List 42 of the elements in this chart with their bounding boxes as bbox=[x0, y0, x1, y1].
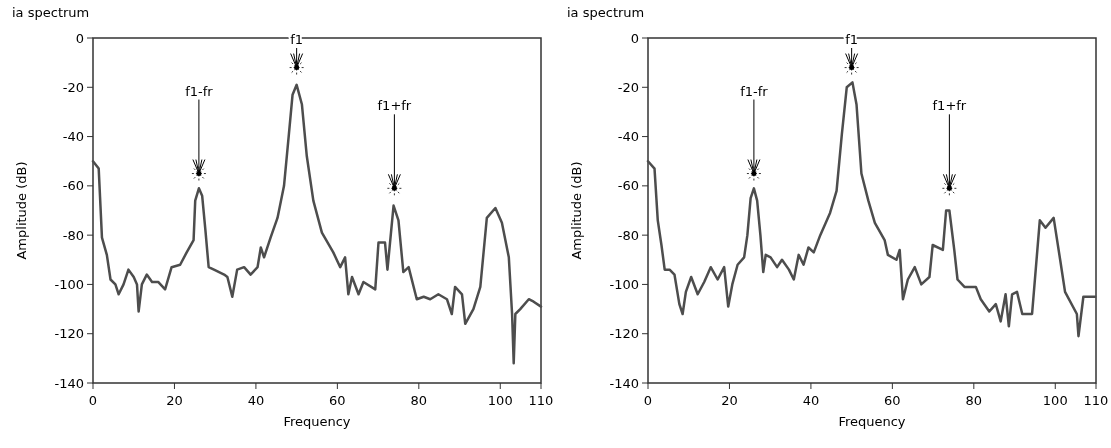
y-tick-label: -60 bbox=[617, 178, 639, 194]
x-tick-label: 100 bbox=[487, 393, 513, 408]
annotation: f1-fr bbox=[740, 83, 769, 99]
y-axis-title: Amplitude (dB) bbox=[569, 161, 584, 260]
x-tick-label: 80 bbox=[965, 393, 983, 408]
annotation: f1+fr bbox=[377, 98, 412, 114]
annotation: f1+fr bbox=[932, 98, 967, 114]
y-tick-label: -40 bbox=[617, 129, 639, 145]
x-tick-label: 20 bbox=[166, 393, 183, 408]
x-tick-label: 80 bbox=[410, 393, 428, 408]
y-tick-label: -120 bbox=[54, 326, 84, 342]
chart-title: ia spectrum bbox=[567, 5, 645, 20]
y-tick-label: -80 bbox=[617, 227, 639, 243]
y-tick-label: 0 bbox=[75, 30, 84, 46]
x-tick-label: 40 bbox=[247, 393, 265, 408]
x-tick-label: 60 bbox=[884, 393, 901, 408]
y-axis-title: Amplitude (dB) bbox=[14, 161, 29, 260]
y-tick-label: -60 bbox=[62, 178, 84, 194]
chart-title: ia spectrum bbox=[12, 5, 90, 20]
y-tick-label: -120 bbox=[609, 326, 639, 342]
y-tick-label: -20 bbox=[617, 79, 639, 95]
x-tick-label: 60 bbox=[329, 393, 346, 408]
y-tick-label: -140 bbox=[54, 375, 84, 391]
x-tick-label: 110 bbox=[1083, 393, 1109, 408]
y-tick-label: -40 bbox=[62, 129, 84, 145]
line-series bbox=[91, 83, 543, 365]
line-series bbox=[646, 81, 1097, 338]
x-tick-label: 0 bbox=[643, 393, 653, 408]
y-tick-label: -140 bbox=[609, 375, 639, 391]
annotation: f1-fr bbox=[185, 83, 214, 99]
y-tick-label: -100 bbox=[609, 276, 639, 292]
x-tick-label: 20 bbox=[721, 393, 738, 408]
x-axis-title: Frequency bbox=[283, 414, 351, 429]
x-tick-label: 0 bbox=[88, 393, 98, 408]
y-tick-label: -80 bbox=[62, 227, 84, 243]
y-tick-label: -100 bbox=[54, 276, 84, 292]
x-tick-label: 110 bbox=[528, 393, 554, 408]
x-tick-label: 100 bbox=[1042, 393, 1068, 408]
x-axis-title: Frequency bbox=[838, 414, 906, 429]
x-tick-label: 40 bbox=[802, 393, 820, 408]
y-tick-label: 0 bbox=[630, 30, 639, 46]
y-tick-label: -20 bbox=[62, 79, 84, 95]
